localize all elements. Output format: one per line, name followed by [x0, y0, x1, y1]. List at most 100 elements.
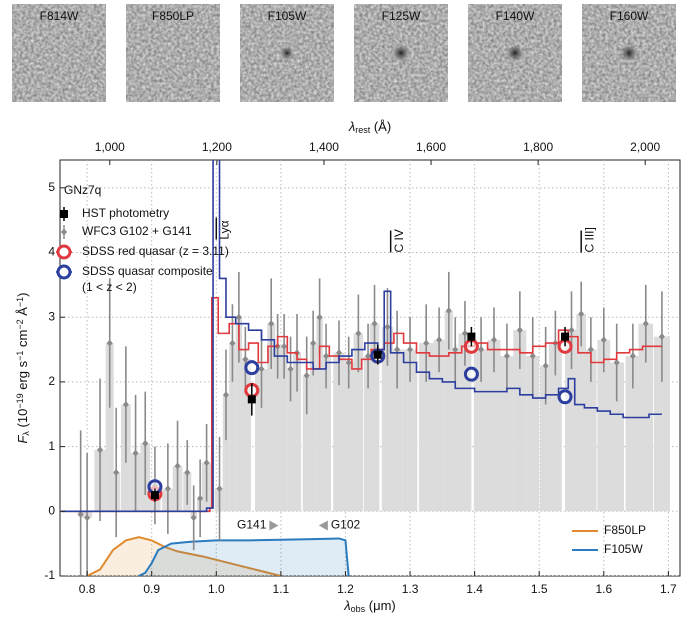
grism-label: G102 [331, 518, 361, 532]
spectrum-bin [229, 343, 236, 512]
grism-point [84, 514, 91, 522]
spectrum-bin [235, 317, 243, 512]
grism-point [97, 446, 104, 454]
spectrum-bin [302, 375, 311, 512]
grism-point [452, 346, 459, 354]
grism-point [503, 352, 510, 360]
y-axis-label-part: (10 [15, 409, 30, 431]
y-tick-label: 2 [48, 374, 55, 388]
grism-point [203, 459, 210, 467]
thumbnail: F814W [12, 4, 106, 102]
spectrum-bin [540, 365, 552, 512]
spectrum-bin [451, 349, 460, 512]
grism-point [600, 336, 607, 344]
y-axis-label-part: erg s [15, 360, 30, 393]
x-tick-label: 0.8 [79, 582, 96, 596]
spectrum-bin [267, 323, 276, 512]
spectrum-bin [625, 356, 641, 512]
grism-point [222, 391, 229, 399]
legend-label: SDSS quasar composite [82, 264, 213, 278]
grism-point [461, 329, 468, 337]
model-photometry [463, 366, 479, 382]
grism-point [568, 326, 575, 334]
x-tick-label: 1.7 [660, 582, 677, 596]
plot-frame [59, 159, 681, 577]
y-tick-label: 0 [48, 503, 55, 517]
thumbnail: F140W [468, 4, 562, 102]
y-axis-label-part: ) [15, 292, 30, 296]
grism-point [516, 326, 523, 334]
spectrum-bin [548, 343, 562, 512]
x-tick-label: 1.5 [531, 582, 548, 596]
model-photometry [557, 389, 573, 405]
spectrum-bin [391, 349, 403, 512]
spectrum-bin [418, 343, 434, 512]
grism-point [394, 346, 401, 354]
y-axis-label-part: λ [21, 431, 31, 436]
grism-point [216, 485, 223, 493]
filter-area [138, 538, 349, 576]
grism-point [106, 339, 113, 347]
thumbnails: F814W F850LP F105W F125W F140W F160W [12, 4, 676, 102]
grism-point [184, 468, 191, 476]
x2-tick-label: 1,600 [416, 140, 446, 154]
spectrum-bin [500, 356, 514, 512]
annotation: C IV [392, 229, 406, 252]
spectrum-bin [255, 368, 268, 512]
spectrum-bin [585, 349, 597, 512]
plot-area [60, 160, 680, 576]
spectrum-bin [473, 349, 489, 512]
x-tick-label: 0.9 [143, 582, 160, 596]
legend-label: F850LP [604, 523, 646, 537]
grism-point [365, 352, 372, 360]
legend-marker [56, 264, 72, 280]
source [280, 46, 294, 60]
x2-tick-label: 1,200 [202, 140, 232, 154]
photometry-point [373, 350, 382, 359]
spectrum-bin [402, 349, 418, 512]
grism-point [336, 349, 342, 357]
grism-point [423, 339, 430, 347]
spectrum-bin [287, 368, 294, 512]
y-axis-label: Fλ (10−19 erg s−1 cm−2 Å−1) [15, 292, 31, 443]
model-photometry [244, 360, 260, 376]
grism-point [407, 346, 414, 354]
grism-point [258, 365, 265, 373]
grism-point [132, 449, 139, 457]
spectrum-bin [321, 356, 331, 512]
grism-point [542, 362, 549, 370]
spectrum-bin [364, 356, 373, 512]
x2-axis-label-part: (Å) [370, 119, 391, 134]
spectrum-bin [433, 339, 445, 512]
grism-point [371, 320, 378, 328]
plot: -1 0 1 2 3 4 5 0.8 0.9 1.0 1.1 1.2 1.3 1.4 1.5 1.6 1.7 1,… [15, 119, 680, 614]
spectrum-bin [309, 343, 317, 512]
model-spectrum [61, 160, 662, 513]
x-tick-label: 1.6 [595, 582, 612, 596]
x-axis-label-part: obs [351, 604, 366, 614]
grism-arrow [318, 520, 328, 531]
grism-point [529, 352, 536, 360]
spectrum-bin [444, 310, 453, 512]
spectrum-bin [609, 362, 624, 512]
grism-point [142, 439, 149, 447]
thumbnail-noise [12, 4, 106, 102]
source [392, 44, 410, 62]
spectrum-bin [513, 330, 527, 512]
grism-point [642, 320, 649, 328]
spectrum-bin [653, 336, 670, 512]
x-tick-label: 1.3 [402, 582, 419, 596]
legend-label: (1 < z < 2) [82, 280, 137, 294]
photometry-point [467, 332, 476, 341]
grism-point [122, 401, 129, 409]
x2-axis-label-part: rest [355, 125, 371, 135]
legend-label: SDSS red quasar (z = 3.11) [82, 244, 229, 258]
y-axis-label-part: −1 [15, 297, 25, 307]
spectrum-bin [353, 333, 364, 512]
x-tick-label: 1.4 [466, 582, 483, 596]
y-tick-label: 4 [48, 245, 55, 259]
grism-point [229, 339, 236, 347]
filter-curve [86, 536, 282, 576]
grism-point [287, 365, 294, 373]
x2-axis-label-part: λ [348, 119, 355, 134]
